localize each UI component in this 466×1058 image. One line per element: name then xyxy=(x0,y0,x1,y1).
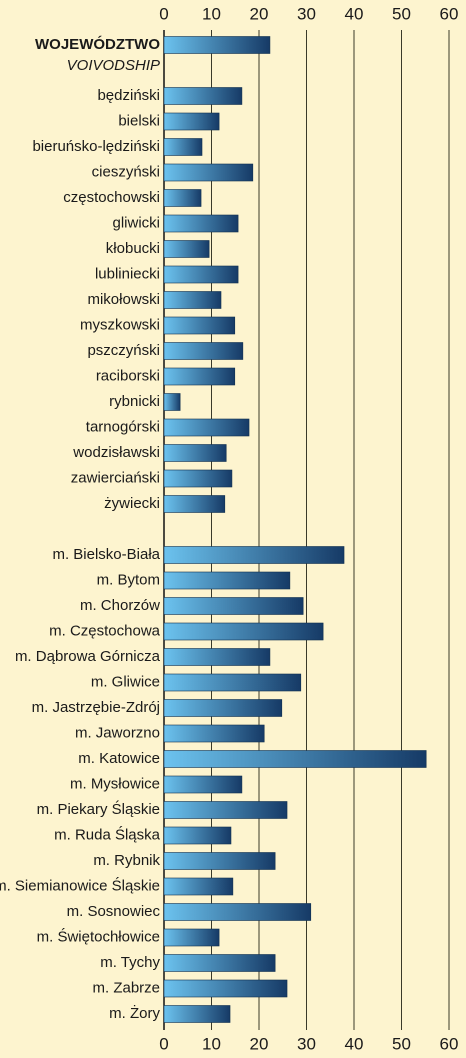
bar xyxy=(163,852,276,870)
bar xyxy=(163,367,236,386)
x-tick-label: 60 xyxy=(440,1034,459,1053)
category-label: raciborski xyxy=(96,367,160,384)
category-label: m. Rybnik xyxy=(93,852,160,869)
bar xyxy=(163,597,304,615)
bar xyxy=(163,342,244,360)
category-label: rybnicki xyxy=(109,393,160,410)
bar xyxy=(163,393,181,411)
bar xyxy=(163,240,210,258)
x-tick-label: 10 xyxy=(202,1034,221,1053)
bar xyxy=(163,418,250,437)
bar xyxy=(163,265,239,284)
category-label: m. Katowice xyxy=(78,750,160,767)
bar xyxy=(163,775,243,794)
bar xyxy=(163,673,302,692)
x-tick-label: 20 xyxy=(250,1034,269,1053)
x-tick-label: 40 xyxy=(345,4,364,23)
category-label: m. Żory xyxy=(109,1004,160,1022)
bar xyxy=(163,214,239,233)
bar xyxy=(163,495,226,513)
bar xyxy=(163,163,254,182)
category-label: pszczyński xyxy=(87,342,160,359)
x-tick-label: 0 xyxy=(159,1034,168,1053)
category-label: zawierciański xyxy=(71,469,160,486)
x-tick-label: 20 xyxy=(250,4,269,23)
category-label: tarnogórski xyxy=(86,418,160,435)
category-label: m. Częstochowa xyxy=(49,622,161,639)
bar xyxy=(163,903,312,921)
x-tick-label: 30 xyxy=(297,1034,316,1053)
category-label: m. Piekary Śląskie xyxy=(37,800,160,818)
category-label: m. Gliwice xyxy=(91,673,160,690)
category-label: m. Tychy xyxy=(100,954,160,971)
category-label: będziński xyxy=(97,87,160,104)
category-label: m. Zabrze xyxy=(92,979,160,996)
bar xyxy=(163,648,271,666)
bar xyxy=(163,801,288,819)
x-tick-label: 50 xyxy=(392,4,411,23)
bar xyxy=(163,1005,231,1023)
category-label: gliwicki xyxy=(112,214,160,231)
category-label: mikołowski xyxy=(87,291,160,308)
bar xyxy=(163,724,265,743)
category-translation: VOIVODSHIP xyxy=(67,57,160,74)
bar xyxy=(163,877,234,896)
x-tick-label: 60 xyxy=(440,4,459,23)
bar xyxy=(163,291,222,309)
category-label: bielski xyxy=(118,112,160,129)
category-label: żywiecki xyxy=(104,495,160,512)
category-label: bieruńsko-lędziński xyxy=(32,138,160,155)
bar xyxy=(163,571,291,590)
category-label: lubliniecki xyxy=(95,265,160,282)
category-label: częstochowski xyxy=(63,189,160,206)
bar xyxy=(163,444,227,462)
x-tick-label: 10 xyxy=(202,4,221,23)
bar xyxy=(163,954,276,972)
category-label: m. Jastrzębie-Zdrój xyxy=(32,699,160,716)
bar xyxy=(163,546,345,564)
category-label: m. Ruda Śląska xyxy=(54,825,161,843)
x-tick-label: 30 xyxy=(297,4,316,23)
category-label: m. Bytom xyxy=(97,571,160,588)
bar xyxy=(163,138,203,156)
bar xyxy=(163,112,220,131)
category-label: m. Świętochłowice xyxy=(37,927,160,945)
x-tick-label: 50 xyxy=(392,1034,411,1053)
category-label: m. Chorzów xyxy=(80,597,160,614)
category-label: myszkowski xyxy=(80,316,160,333)
bar xyxy=(163,928,220,947)
bar xyxy=(163,826,232,845)
bar xyxy=(163,469,233,488)
category-label: cieszyński xyxy=(92,163,160,180)
x-tick-label: 0 xyxy=(159,4,168,23)
category-label: m. Bielsko-Biała xyxy=(52,546,160,563)
category-label: wodzisławski xyxy=(72,444,160,461)
bar xyxy=(163,699,283,717)
category-label: m. Siemianowice Śląskie xyxy=(0,876,160,894)
bar xyxy=(163,979,288,998)
x-tick-label: 40 xyxy=(345,1034,364,1053)
bar xyxy=(163,189,202,207)
category-label: m. Jaworzno xyxy=(75,724,160,741)
category-label: kłobucki xyxy=(106,240,160,257)
category-label: m. Dąbrowa Górnicza xyxy=(15,648,161,665)
bar xyxy=(163,622,324,641)
category-label: m. Mysłowice xyxy=(70,775,160,792)
bar xyxy=(163,316,236,335)
bar xyxy=(163,750,427,768)
category-label: m. Sosnowiec xyxy=(67,903,161,920)
category-label: WOJEWÓDZTWO xyxy=(35,35,160,53)
bar xyxy=(163,87,243,105)
bar xyxy=(163,36,271,54)
